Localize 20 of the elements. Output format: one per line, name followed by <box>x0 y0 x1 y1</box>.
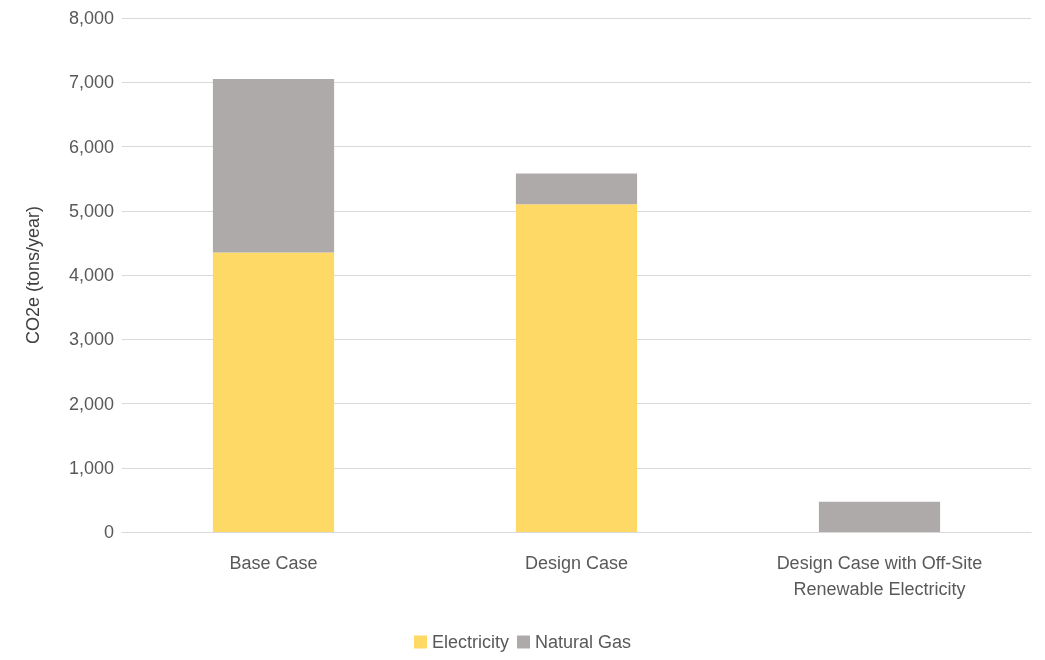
x-tick-label: Base Case <box>229 553 318 573</box>
y-tick-label: 5,000 <box>68 200 114 221</box>
bar <box>818 501 941 532</box>
y-axis-title: CO2e (tons/year) <box>23 205 43 345</box>
legend-label: Natural Gas <box>534 632 632 652</box>
y-tick-label: 0 <box>103 522 114 542</box>
y-tick-label: 3,000 <box>68 329 114 350</box>
x-tick-label: Design Case <box>524 553 629 573</box>
y-tick-label: 1,000 <box>68 457 114 478</box>
legend-label: Electricity <box>431 632 509 652</box>
y-tick-label: 7,000 <box>68 72 114 93</box>
bar <box>515 173 638 205</box>
y-tick-label: 4,000 <box>68 265 114 285</box>
y-tick-label: 2,000 <box>68 393 114 414</box>
y-tick-label: 8,000 <box>68 8 114 28</box>
y-tick-label: 6,000 <box>68 136 114 157</box>
bar <box>515 204 638 532</box>
bar <box>212 252 335 532</box>
x-tick-label: Design Case with Off-Site Renewable Electricity <box>776 553 983 599</box>
bar <box>212 79 335 253</box>
